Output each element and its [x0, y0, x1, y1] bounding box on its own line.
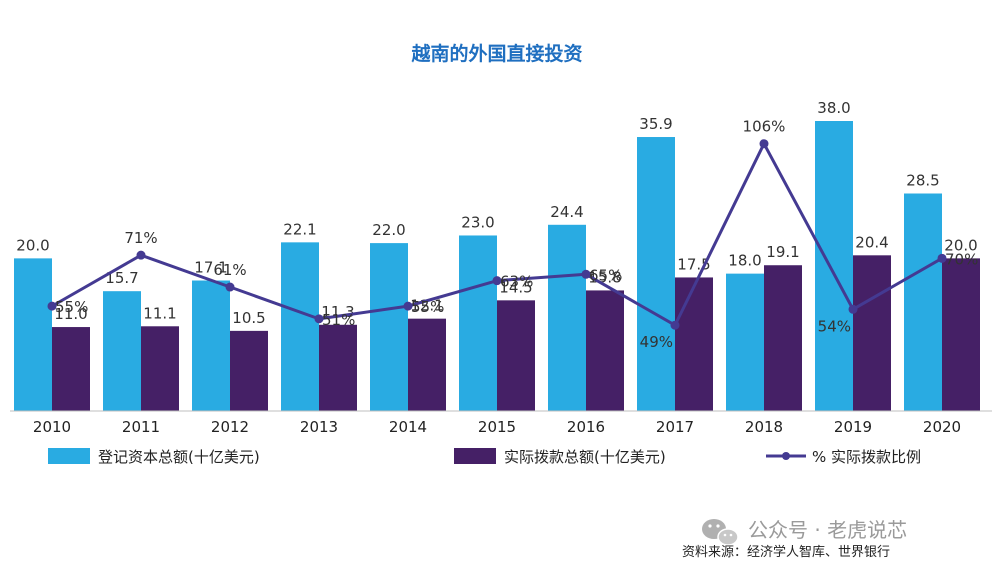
label-ratio-2019: 54% [818, 317, 851, 335]
bar-registered-2017 [637, 137, 675, 412]
bar-registered-2014 [370, 243, 408, 411]
ratio-point-2016 [581, 269, 591, 279]
bar-registered-2019 [815, 121, 853, 411]
bar-registered-2011 [103, 291, 141, 411]
ratio-point-2012 [225, 282, 235, 292]
label-ratio-2018: 106% [743, 118, 786, 136]
label-ratio-2013: 51% [322, 311, 355, 329]
label-ratio-2016: 65% [589, 266, 622, 284]
label-ratio-2015: 63% [500, 273, 533, 291]
bar-actual-2012 [230, 330, 268, 411]
label-registered-2011: 15.7 [105, 269, 138, 287]
series-ratio-line [47, 139, 947, 330]
label-registered-2013: 22.1 [283, 220, 316, 238]
x-tick-2017: 2017 [656, 418, 694, 436]
x-tick-2019: 2019 [834, 418, 872, 436]
bar-actual-2011 [141, 326, 179, 411]
ratio-point-2014 [403, 301, 413, 311]
x-tick-2010: 2010 [33, 418, 71, 436]
legend-label-actual: 实际拨款总额(十亿美元) [504, 448, 666, 466]
bar-actual-2015 [497, 300, 535, 411]
label-ratio-2014: 55% [411, 298, 444, 316]
label-registered-2015: 23.0 [461, 213, 494, 231]
label-actual-2010: 11.0 [54, 305, 87, 323]
legend-swatch-ratio-marker [782, 452, 790, 460]
label-ratio-2012: 61% [213, 261, 246, 279]
x-tick-2011: 2011 [122, 418, 160, 436]
x-axis-tick-labels: 2010 2011 2012 2013 2014 2015 2016 2017 2018 2019… [33, 418, 961, 436]
label-registered-2010: 20.0 [16, 236, 49, 254]
ratio-point-2020 [937, 253, 947, 263]
x-tick-2020: 2020 [923, 418, 961, 436]
label-actual-2015: 14.5 [499, 278, 532, 296]
bar-actual-2014 [408, 318, 446, 411]
bar-actual-2020 [942, 258, 980, 411]
label-registered-2018: 18.0 [728, 252, 761, 270]
ratio-point-2019 [848, 304, 858, 314]
ratio-point-2015 [492, 276, 502, 286]
label-actual-2012: 10.5 [232, 309, 265, 327]
bar-registered-2020 [904, 193, 942, 411]
label-ratio-2010: 55% [55, 298, 88, 316]
legend-label-registered: 登记资本总额(十亿美元) [98, 448, 260, 466]
x-tick-2012: 2012 [211, 418, 249, 436]
x-tick-2015: 2015 [478, 418, 516, 436]
label-registered-2016: 24.4 [550, 203, 583, 221]
x-tick-2013: 2013 [300, 418, 338, 436]
label-ratio-2020: 70% [945, 250, 978, 268]
bar-registered-2015 [459, 235, 497, 411]
label-registered-2012: 17.1 [194, 259, 227, 277]
ratio-point-2011 [136, 250, 146, 260]
legend-item-registered: 登记资本总额(十亿美元) [48, 448, 260, 466]
bar-value-labels: 20.011.015.711.117.110.522.111.322.012.1… [16, 99, 977, 327]
bar-actual-2018 [764, 265, 802, 411]
ratio-point-2018 [759, 139, 769, 149]
ratio-point-2013 [314, 314, 324, 324]
label-registered-2019: 38.0 [817, 99, 850, 117]
bar-actual-2013 [319, 324, 357, 411]
bar-registered-2010 [14, 258, 52, 411]
legend-swatch-registered [48, 448, 90, 464]
bar-registered-2013 [281, 242, 319, 411]
watermark: 公众号 · 老虎说芯 [702, 518, 907, 546]
series-registered-bars [14, 121, 942, 412]
bar-registered-2016 [548, 224, 586, 411]
x-tick-2016: 2016 [567, 418, 605, 436]
legend-swatch-actual [454, 448, 496, 464]
legend-item-ratio: % 实际拨款比例 [766, 448, 921, 466]
chart-title: 越南的外国直接投资 [410, 42, 582, 65]
label-actual-2019: 20.4 [855, 233, 888, 251]
legend-label-ratio: % 实际拨款比例 [812, 448, 921, 466]
watermark-text: 公众号 · 老虎说芯 [748, 518, 907, 542]
label-actual-2020: 20.0 [944, 236, 977, 254]
ratio-point-2010 [47, 301, 57, 311]
label-actual-2011: 11.1 [143, 304, 176, 322]
bar-registered-2012 [192, 280, 230, 411]
x-tick-2018: 2018 [745, 418, 783, 436]
bar-actual-2019 [853, 255, 891, 411]
x-tick-2014: 2014 [389, 418, 427, 436]
label-registered-2017: 35.9 [639, 115, 672, 133]
label-registered-2014: 22.0 [372, 221, 405, 239]
bar-registered-2018 [726, 273, 764, 411]
label-ratio-2011: 71% [124, 229, 157, 247]
bar-actual-2017 [675, 277, 713, 411]
ratio-value-labels: 55% 71% 61% 51% 55% 63% 65% 49% 106% 54% 70% [55, 118, 978, 352]
series-actual-bars [52, 255, 980, 411]
label-actual-2014: 12.1 [410, 297, 443, 315]
ratio-point-2017 [670, 320, 680, 330]
label-registered-2020: 28.5 [906, 172, 939, 190]
legend: 登记资本总额(十亿美元) 实际拨款总额(十亿美元) % 实际拨款比例 [48, 448, 921, 466]
label-ratio-2017: 49% [640, 333, 673, 351]
legend-item-actual: 实际拨款总额(十亿美元) [454, 448, 666, 466]
bar-actual-2016 [586, 290, 624, 411]
bar-actual-2010 [52, 327, 90, 411]
source-note: 资料来源：经济学人智库、世界银行 [682, 544, 890, 560]
wechat-icon [702, 519, 739, 546]
label-actual-2018: 19.1 [766, 243, 799, 261]
